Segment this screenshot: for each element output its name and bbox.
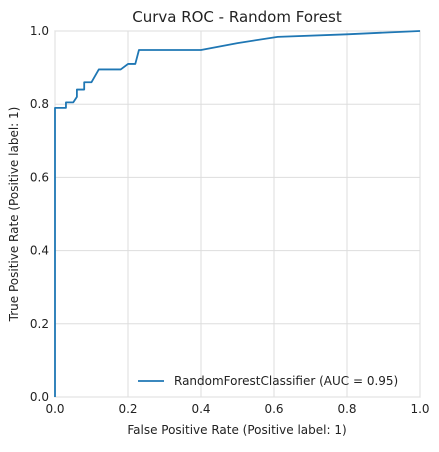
grid: [54, 30, 421, 398]
plot-background: [54, 30, 421, 398]
legend: RandomForestClassifier (AUC = 0.95): [138, 374, 398, 388]
y-tick-label: 0.2: [30, 317, 49, 331]
y-tick-label: 1.0: [30, 24, 49, 38]
x-tick-label: 0.2: [118, 402, 137, 416]
legend-label: RandomForestClassifier (AUC = 0.95): [174, 374, 398, 388]
x-tick-label: 1.0: [410, 402, 429, 416]
y-tick-label: 0.6: [30, 170, 49, 184]
roc-curve-line: [54, 30, 421, 397]
y-axis-label: True Positive Rate (Positive label: 1): [7, 107, 21, 323]
x-tick-label: 0.6: [264, 402, 283, 416]
x-tick-label: 0.0: [45, 402, 64, 416]
ticks: 0.0 0.2 0.4 0.6 0.8 1.0 0.0 0.2 0.4 0.6 0.8 1.0: [30, 24, 430, 416]
y-tick-label: 0.4: [30, 244, 49, 258]
series-layer: [54, 30, 421, 397]
x-tick-label: 0.4: [191, 402, 210, 416]
y-tick-label: 0.0: [30, 390, 49, 404]
x-tick-label: 0.8: [337, 402, 356, 416]
chart-title: Curva ROC - Random Forest: [132, 8, 342, 26]
x-axis-label: False Positive Rate (Positive label: 1): [127, 423, 346, 437]
y-tick-label: 0.8: [30, 97, 49, 111]
